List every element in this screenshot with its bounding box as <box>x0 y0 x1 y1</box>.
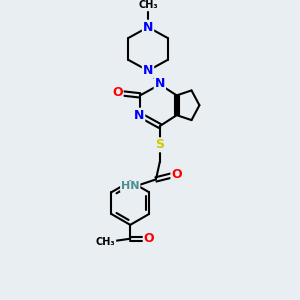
Text: N: N <box>143 64 153 77</box>
Text: CH₃: CH₃ <box>138 0 158 11</box>
Text: CH₃: CH₃ <box>96 237 115 247</box>
Text: HN: HN <box>121 181 140 191</box>
Text: O: O <box>171 168 182 181</box>
Text: N: N <box>155 77 165 90</box>
Text: O: O <box>144 232 154 245</box>
Text: N: N <box>143 21 153 34</box>
Text: S: S <box>155 138 164 151</box>
Text: N: N <box>134 109 144 122</box>
Text: O: O <box>112 86 123 99</box>
